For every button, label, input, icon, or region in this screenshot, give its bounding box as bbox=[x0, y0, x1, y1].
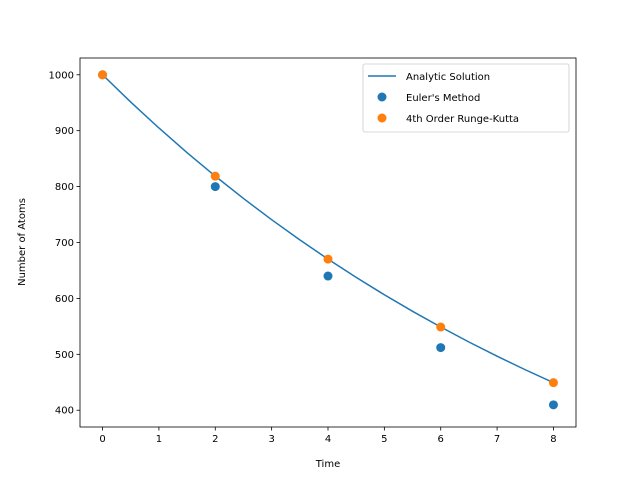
legend-label-eulers-method: Euler's Method bbox=[406, 93, 480, 104]
y-tick-label: 400 bbox=[55, 406, 74, 417]
data-point-euler-s-method bbox=[548, 400, 558, 410]
plot-frame bbox=[79, 57, 577, 428]
x-tick-label: 2 bbox=[212, 434, 218, 445]
y-axis-label: Number of Atoms bbox=[17, 198, 28, 286]
y-tick-label: 700 bbox=[55, 238, 74, 249]
legend-marker-eulers-method bbox=[377, 92, 387, 102]
x-tick-label: 1 bbox=[156, 434, 162, 445]
y-tick-label: 600 bbox=[55, 294, 74, 305]
x-tick-label: 6 bbox=[438, 434, 444, 445]
legend-marker-runge-kutta bbox=[377, 113, 387, 123]
data-point-4th-order-runge-kutta bbox=[98, 70, 108, 80]
series-layer bbox=[98, 70, 558, 410]
x-tick-label: 3 bbox=[268, 434, 274, 445]
data-point-4th-order-runge-kutta bbox=[323, 254, 333, 264]
y-tick-label: 500 bbox=[55, 350, 74, 361]
legend-label-runge-kutta: 4th Order Runge-Kutta bbox=[406, 114, 519, 125]
legend-box bbox=[362, 63, 570, 133]
legend-label-analytic-solution: Analytic Solution bbox=[406, 72, 490, 83]
legend: Analytic Solution Euler's Method 4th Ord… bbox=[362, 63, 570, 133]
x-tick-label: 0 bbox=[99, 434, 105, 445]
x-tick-label: 4 bbox=[325, 434, 331, 445]
data-point-4th-order-runge-kutta bbox=[548, 378, 558, 388]
data-point-4th-order-runge-kutta bbox=[436, 322, 446, 332]
y-tick-label: 900 bbox=[55, 126, 74, 137]
data-point-euler-s-method bbox=[436, 343, 446, 353]
x-tick-label: 8 bbox=[550, 434, 556, 445]
y-tick-label: 800 bbox=[55, 182, 74, 193]
x-axis-label: Time bbox=[315, 459, 340, 470]
x-axis-ticks: 0 1 2 3 4 5 6 7 8 bbox=[99, 427, 557, 445]
y-tick-label: 1000 bbox=[49, 70, 74, 81]
x-tick-label: 5 bbox=[381, 434, 387, 445]
data-point-euler-s-method bbox=[210, 182, 220, 192]
data-point-4th-order-runge-kutta bbox=[210, 171, 220, 181]
x-tick-label: 7 bbox=[494, 434, 500, 445]
y-axis-ticks: 400 500 600 700 800 900 1000 bbox=[49, 70, 80, 417]
data-point-euler-s-method bbox=[323, 271, 333, 281]
